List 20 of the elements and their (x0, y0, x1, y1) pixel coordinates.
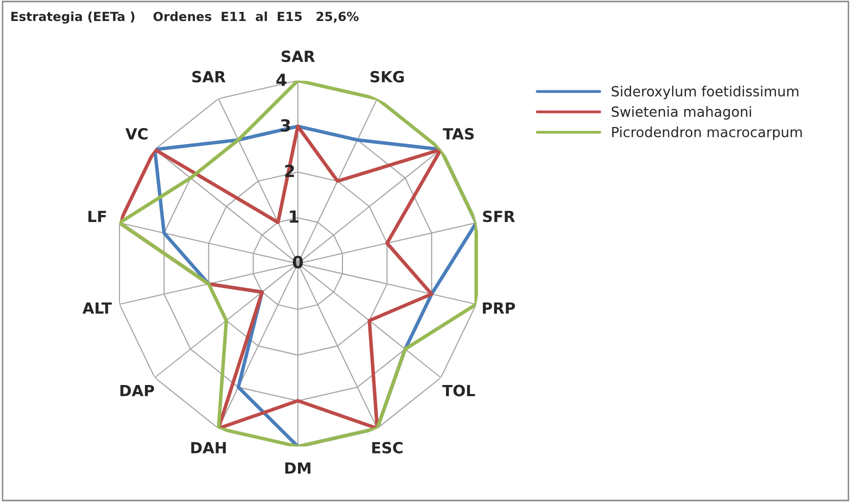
spoke-label: LF (88, 210, 106, 222)
chart-title: Estrategia (EETa ) Ordenes E11 al E15 25,6% (11, 11, 359, 24)
spoke-label: DAH (191, 442, 226, 454)
legend-label: Swietenia mahagoni (612, 106, 752, 120)
legend-label: Picrodendron macrocarpum (612, 126, 802, 140)
spoke-label: ALT (82, 302, 112, 314)
spoke-label: VC (125, 128, 148, 140)
spoke-label: DM (285, 462, 310, 474)
spoke-label: DAP (120, 384, 154, 396)
spoke-label: SKG (370, 70, 404, 82)
spoke-label: TOL (442, 384, 475, 396)
y-tick-label: 4 (276, 74, 286, 86)
spoke-label: TAS (442, 128, 474, 140)
spoke-label: PRP (482, 302, 516, 314)
legend-label: Sideroxylum foetidissimum (612, 86, 798, 100)
spoke-label: ESC (372, 442, 403, 454)
spoke-label: SAR (192, 70, 226, 82)
spoke-label: SFR (483, 210, 515, 222)
spoke-label: SAR (282, 50, 315, 62)
y-tick-label: 1 (290, 210, 298, 223)
